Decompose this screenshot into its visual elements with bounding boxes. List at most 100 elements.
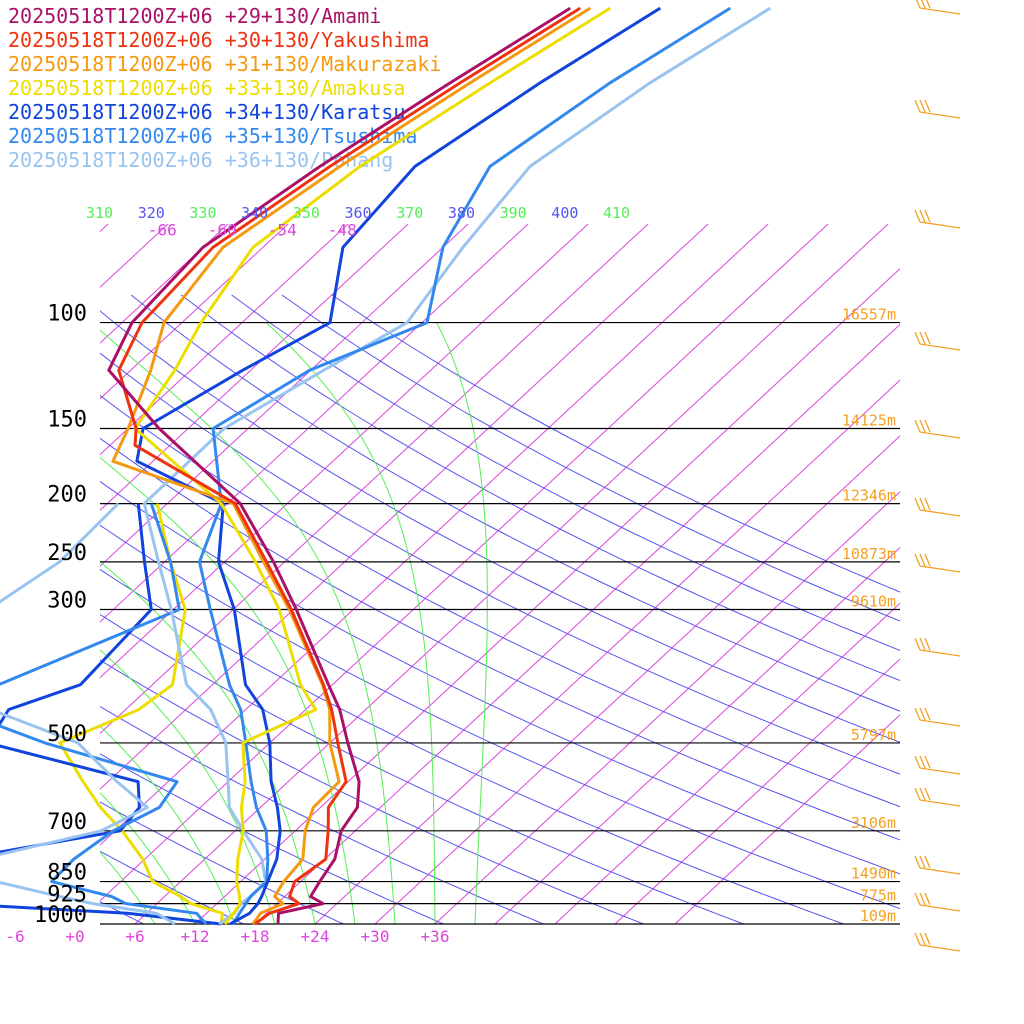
dry-adiabat: [100, 480, 900, 875]
isotherm: [314, 379, 900, 924]
wind-barb: [914, 553, 961, 573]
isotherm: [100, 224, 769, 846]
height-label: 775m: [860, 887, 896, 905]
wind-barb: [914, 497, 961, 517]
isotherm: [0, 8, 100, 937]
moist-adiabat: [100, 725, 236, 924]
profile-line: [0, 503, 208, 925]
theta-label: 320: [138, 204, 165, 222]
top-temperature-label: -48: [328, 220, 357, 239]
dry-adiabat: [100, 394, 900, 808]
theta-label: 350: [293, 204, 320, 222]
legend-item: 20250518T1200Z+06 +33+130/Amakusa: [8, 76, 406, 100]
isotherm: [554, 602, 900, 924]
wind-barb: [915, 0, 961, 15]
profile-line: [135, 6, 662, 926]
dry-adiabat: [100, 659, 645, 924]
legend-item: 20250518T1200Z+06 +36+130/Pohang: [8, 148, 394, 172]
pressure-tick-label: 700: [47, 810, 87, 835]
top-temperature-label: -60: [208, 220, 237, 239]
pressure-tick-label: 500: [47, 722, 87, 747]
dry-adiabat: [331, 294, 900, 593]
legend-item: 20250518T1200Z+06 +34+130/Karatsu: [8, 100, 406, 124]
dry-adiabat: [100, 753, 445, 924]
temperature-tick-label: +24: [301, 927, 330, 946]
legend-item: 20250518T1200Z+06 +29+130/Amami: [8, 4, 382, 28]
pressure-tick-label: 925: [47, 883, 87, 908]
theta-label: 400: [551, 204, 578, 222]
isotherm: [100, 224, 469, 567]
profile-line: [142, 6, 772, 926]
dry-adiabat: [100, 850, 245, 924]
theta-label: 310: [86, 204, 113, 222]
top-temperature-label: -66: [148, 220, 177, 239]
isotherm: [100, 224, 589, 679]
theta-label: 390: [500, 204, 527, 222]
wind-barb: [914, 99, 961, 119]
pressure-tick-label: 100: [47, 302, 87, 327]
isotherm: [494, 546, 900, 924]
wind-barb: [914, 707, 961, 727]
isotherm: [100, 224, 349, 456]
wind-barb: [914, 331, 961, 351]
isotherm: [100, 224, 649, 735]
isotherm: [434, 491, 900, 924]
legend-item: 20250518T1200Z+06 +31+130/Makurazaki: [8, 52, 442, 76]
wind-barb: [914, 892, 961, 912]
profile-line: [133, 6, 612, 925]
wind-barb: [914, 932, 961, 952]
profile-line: [58, 503, 224, 925]
wind-barb: [914, 419, 961, 439]
dry-adiabat: [100, 310, 900, 743]
temperature-tick-label: -6: [5, 927, 24, 946]
isotherm: [100, 224, 709, 790]
theta-label: 380: [448, 204, 475, 222]
temperature-tick-label: +6: [125, 927, 144, 946]
temperature-tick-label: +30: [361, 927, 390, 946]
dry-adiabat: [100, 437, 900, 841]
isotherm: [0, 8, 40, 937]
dry-adiabat: [281, 294, 900, 622]
pressure-tick-label: 300: [47, 589, 87, 614]
theta-label: 340: [241, 204, 268, 222]
isotherm: [194, 267, 900, 924]
temperature-tick-label: +36: [421, 927, 450, 946]
temperature-tick-label: +12: [181, 927, 210, 946]
legend: 20250518T1200Z+06 +29+130/Amami 20250518…: [8, 4, 441, 172]
temperature-tick-label: +0: [65, 927, 84, 946]
profile-line: [198, 6, 732, 925]
theta-label: 410: [603, 204, 630, 222]
height-label: 109m: [860, 907, 896, 925]
isotherm: [374, 435, 900, 924]
height-label: 9610m: [851, 593, 896, 611]
pressure-tick-label: 850: [47, 861, 87, 886]
wind-barb: [914, 787, 961, 807]
isotherm: [614, 658, 900, 924]
isotherm: [100, 224, 529, 623]
dry-adiabat: [100, 568, 845, 924]
pressure-tick-label: 200: [47, 483, 87, 508]
moist-adiabat: [0, 381, 35, 924]
profile-line: [0, 503, 222, 926]
wind-barb: [914, 855, 961, 875]
profile-line: [117, 6, 582, 926]
temperature-tick-label: +18: [241, 927, 270, 946]
height-label: 16557m: [842, 306, 896, 324]
isotherm: [100, 224, 109, 233]
height-label: 5797m: [851, 726, 896, 744]
pressure-tick-label: 150: [47, 407, 87, 432]
theta-label: 370: [396, 204, 423, 222]
height-label: 3106m: [851, 814, 896, 832]
profile-line: [107, 6, 572, 925]
height-label: 10873m: [842, 545, 896, 563]
height-label: 12346m: [842, 487, 896, 505]
profile-line: [0, 502, 176, 926]
theta-label: 330: [189, 204, 216, 222]
height-label: 1490m: [851, 865, 896, 883]
dry-adiabat: [100, 613, 745, 924]
isotherm: [134, 224, 889, 924]
legend-item: 20250518T1200Z+06 +35+130/Tsushima: [8, 124, 418, 148]
top-temperature-label: -54: [268, 220, 297, 239]
theta-label: 360: [345, 204, 372, 222]
